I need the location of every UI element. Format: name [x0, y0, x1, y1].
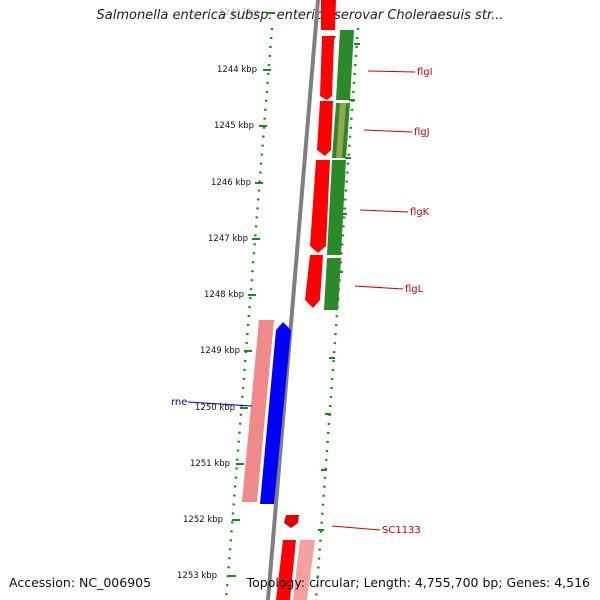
tick-label: 1251 kbp: [190, 459, 230, 469]
pseudo-gene-feature: [242, 320, 274, 502]
gene-feature: [324, 258, 341, 310]
tick-marks: [228, 12, 275, 577]
cds-feature: [320, 36, 336, 100]
accession-text: Accession: NC_006905: [9, 575, 152, 590]
tick-label: 1249 kbp: [200, 346, 240, 356]
cds-feature: [310, 160, 330, 253]
cds-feature: [317, 101, 333, 156]
rne-gene-feature: [260, 322, 291, 504]
genome-title: Salmonella enterica subsp. enterica sero…: [96, 8, 504, 23]
gene-feature-highlight: [336, 103, 346, 158]
gene-label-SC1133: SC1133: [382, 525, 421, 536]
cds-feature: [321, 0, 336, 30]
backbone-line: [266, 0, 320, 600]
gene-labels[interactable]: flgI flgJ flgK flgL rne SC1133: [171, 67, 433, 536]
gene-label-flgL: flgL: [405, 284, 424, 295]
tick-label: 1245 kbp: [214, 121, 254, 131]
tick-label: 1248 kbp: [204, 290, 244, 300]
lower-features[interactable]: [242, 320, 315, 600]
tick-label: 1253 kbp: [177, 571, 217, 581]
gene-feature: [327, 160, 346, 255]
red-cds-track[interactable]: [276, 0, 336, 600]
tick-label: 1250 kbp: [195, 403, 235, 413]
outer-ruler-track: [224, 27, 274, 600]
cds-feature: [276, 540, 296, 600]
tick-label: 1252 kbp: [183, 515, 223, 525]
genome-summary-text: Topology: circular; Length: 4,755,700 bp…: [246, 575, 590, 590]
tick-label: 1243 kbp: [219, 8, 259, 18]
inner-ruler-track: [314, 27, 360, 600]
gene-label-flgK: flgK: [410, 207, 430, 218]
tick-label: 1246 kbp: [211, 178, 251, 188]
tick-label: 1244 kbp: [217, 65, 257, 75]
cds-feature: [284, 515, 299, 528]
gene-feature: [336, 30, 354, 100]
green-gene-track[interactable]: [324, 30, 354, 310]
gene-label-rne: rne: [171, 397, 187, 408]
pseudo-gene-feature: [293, 540, 315, 600]
tick-labels: 1243 kbp 1244 kbp 1245 kbp 1246 kbp 1247…: [177, 8, 259, 581]
cds-feature: [305, 255, 323, 308]
gene-label-flgJ: flgJ: [414, 127, 430, 138]
gene-label-flgI: flgI: [417, 67, 433, 78]
tick-label: 1247 kbp: [208, 234, 248, 244]
label-leaders: [187, 70, 416, 531]
